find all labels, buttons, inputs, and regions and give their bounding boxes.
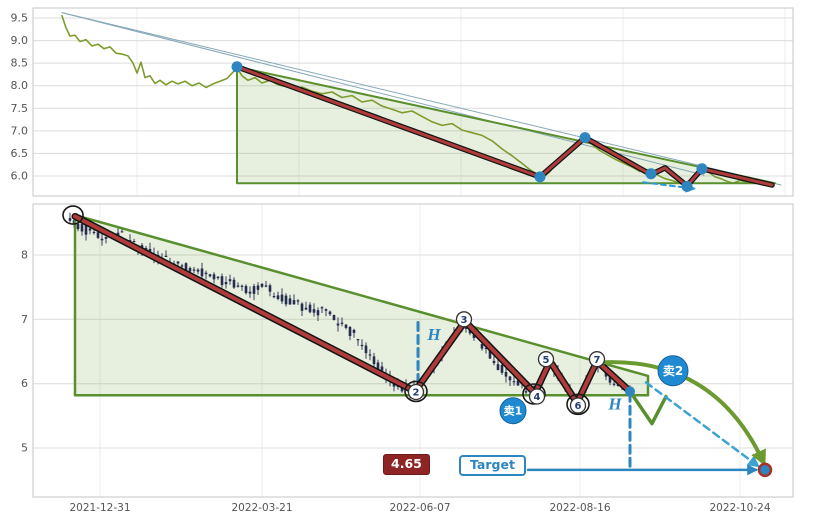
y-axis-tick-label: 6.0	[11, 170, 29, 183]
pivot-ellipse-6	[566, 393, 590, 416]
pivot-digit-7: 7	[588, 351, 606, 368]
y-axis-tick-label: 6	[21, 377, 28, 390]
svg-text:6: 6	[575, 401, 582, 412]
svg-text:4: 4	[534, 392, 541, 403]
svg-text:卖1: 卖1	[504, 404, 523, 418]
pivot-digit-3: 3	[455, 311, 473, 328]
projection-curve	[598, 360, 766, 467]
x-axis-tick-label: 2022-10-24	[709, 502, 770, 514]
pivot-digit-4: 4	[528, 388, 546, 405]
y-axis-tick-label: 7.0	[11, 124, 29, 137]
pivot-digit-6: 6	[569, 397, 587, 414]
pivot-ellipse-1	[62, 205, 84, 225]
svg-text:卖2: 卖2	[663, 363, 683, 378]
detail-candlestick-chart: 8 7 6 5 2021-12-31 2022-03-21 2022-06-07 2022-0…	[21, 203, 794, 514]
y-axis-tick-label: 7.5	[11, 102, 29, 115]
target-dot	[757, 462, 773, 478]
y-axis-tick-label: 8.5	[11, 57, 29, 70]
descending-triangle-fill	[75, 215, 648, 396]
x-axis-tick-label: 2022-06-07	[389, 502, 450, 514]
pivot-markers	[231, 61, 708, 192]
pivot-digit-5: 5	[537, 351, 555, 368]
plot-background	[33, 8, 793, 196]
x-axis-tick-label: 2021-12-31	[69, 502, 130, 514]
breakdown-arrow	[642, 181, 696, 193]
y-axis-tick-label: 9.0	[11, 34, 29, 47]
projection-dashed	[644, 381, 760, 468]
pivot-digit-2: 2	[407, 383, 425, 401]
svg-text:3: 3	[461, 315, 468, 326]
h-label-2: H	[607, 394, 622, 413]
y-axis-tick-label: 8.0	[11, 79, 29, 92]
measured-target-price-badge: 4.65	[383, 454, 430, 475]
x-axis-tick-label: 2022-03-21	[231, 502, 292, 514]
h-label-1: H	[426, 325, 441, 344]
pivot-ellipse-2	[404, 380, 428, 403]
y-axis-tick-label: 5	[21, 442, 28, 455]
swing-zigzag	[71, 212, 634, 407]
svg-text:7: 7	[594, 355, 601, 366]
sell-1-badge: 卖1	[499, 397, 527, 425]
svg-text:2: 2	[413, 388, 420, 399]
svg-text:5: 5	[543, 355, 550, 366]
sell-2-badge: 卖2	[657, 355, 689, 387]
descending-triangle-outline	[236, 65, 776, 185]
trend-wedge-line-lower	[61, 12, 782, 186]
breakout-dot	[625, 386, 635, 397]
overview-line-chart: 9.5 9.0 8.5 8.0 7.5 7.0 6.5 6.0	[11, 7, 794, 197]
y-axis-tick-label: 6.5	[11, 147, 29, 160]
target-label-badge: Target	[459, 455, 526, 476]
post-break-zigzag	[628, 389, 668, 426]
y-axis-tick-label: 7	[21, 313, 28, 326]
y-axis-tick-label: 8	[21, 249, 28, 262]
plot-border	[32, 203, 794, 498]
plot-border	[32, 7, 794, 197]
x-axis-tick-label: 2022-08-16	[549, 502, 610, 514]
price-line	[61, 14, 773, 187]
y-axis-tick-label: 9.5	[11, 12, 29, 25]
